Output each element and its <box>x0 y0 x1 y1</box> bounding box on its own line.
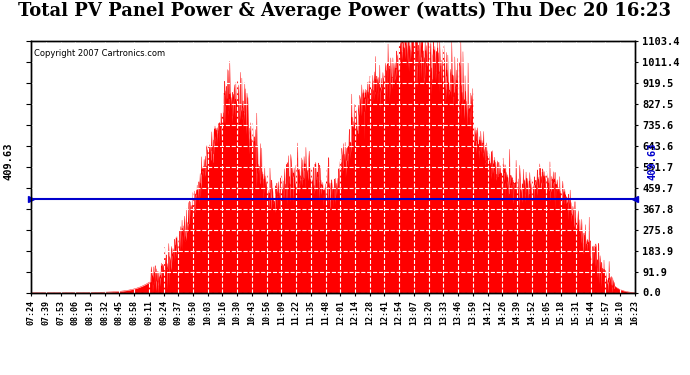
Text: Total PV Panel Power & Average Power (watts) Thu Dec 20 16:23: Total PV Panel Power & Average Power (wa… <box>19 2 671 20</box>
Text: 409.63: 409.63 <box>3 142 13 180</box>
Text: 409.63: 409.63 <box>647 142 657 180</box>
Text: Copyright 2007 Cartronics.com: Copyright 2007 Cartronics.com <box>34 49 165 58</box>
